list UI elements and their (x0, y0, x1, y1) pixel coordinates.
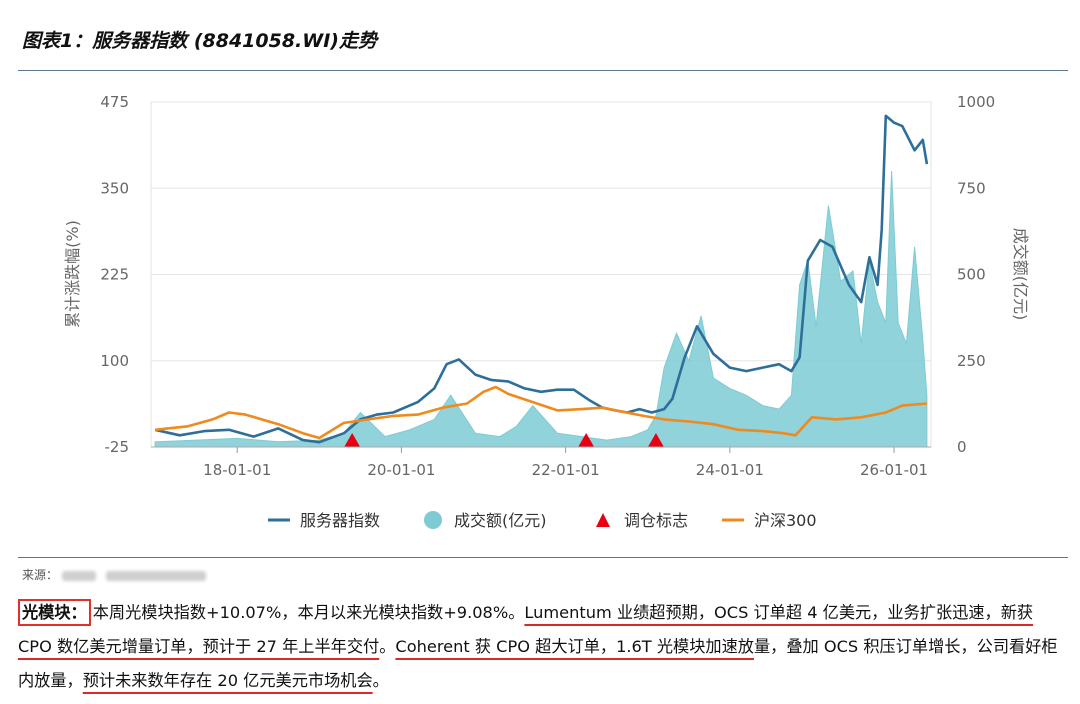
source-line: 来源： (22, 566, 207, 583)
line-layer (154, 114, 929, 444)
axis-layer: -25 100 225 350 475 0 250 500 750 1000 18-01-01 20-… (100, 93, 995, 479)
redacted-source-1 (62, 570, 97, 581)
y-tick-left-3: 350 (100, 179, 129, 197)
y-axis-left-label: 累计涨跌幅(%) (63, 220, 82, 328)
paragraph-seg5: 量，叠加 OCS 积压订单增长，公司看好柜内放量， (18, 637, 1058, 690)
paragraph-label: 光模块： (18, 599, 91, 626)
optical-module-paragraph: 光模块： 本周光模块指数+10.07%，本月以来光模块指数+9.08%。Lumen… (18, 596, 1066, 698)
x-tick-2: 22-01-01 (532, 461, 600, 479)
y-tick-left-0: -25 (105, 438, 130, 456)
y-tick-left-1: 100 (100, 352, 129, 370)
y-tick-left-2: 225 (100, 266, 129, 284)
top-divider (18, 70, 1068, 71)
y-tick-right-0: 0 (957, 438, 967, 456)
legend-swatch-2 (596, 513, 610, 527)
server-index-chart: -25 100 225 350 475 0 250 500 750 1000 18-01-01 20-… (63, 93, 1030, 530)
rebalance-marker-0 (344, 433, 361, 447)
y-tick-left-4: 475 (100, 93, 129, 111)
y-tick-right-2: 500 (957, 266, 986, 284)
x-tick-3: 24-01-01 (696, 461, 764, 479)
y-tick-right-3: 750 (957, 179, 986, 197)
legend-swatch-1 (424, 511, 442, 529)
series-hs300-line (154, 385, 928, 440)
legend-label-1: 成交额(亿元) (454, 511, 547, 530)
paragraph-seg1: 本周光模块指数+10.07%，本月以来光模块指数+9.08%。 (92, 603, 525, 622)
x-tick-0: 18-01-01 (203, 461, 271, 479)
y-tick-right-1: 250 (957, 352, 986, 370)
y-axis-right-label: 成交额(亿元) (1011, 228, 1030, 321)
legend: 服务器指数 成交额(亿元) 调仓标志 沪深300 (268, 511, 817, 530)
paragraph-seg4: Coherent 获 CPO 超大订单，1.6T 光模块加速放 (395, 637, 754, 656)
paragraph-seg6: 预计未来数年存在 20 亿元美元市场机会 (82, 671, 373, 690)
paragraph-seg3: 。 (379, 637, 396, 656)
x-tick-4: 26-01-01 (860, 461, 928, 479)
source-label: 来源： (22, 568, 59, 582)
y-tick-right-4: 1000 (957, 93, 995, 111)
figure-title: 图表1：服务器指数 (8841058.WI)走势 (22, 30, 377, 52)
bottom-divider (18, 557, 1068, 558)
paragraph-seg7: 。 (372, 671, 389, 690)
marker-layer (344, 433, 664, 447)
rebalance-marker-2 (647, 433, 664, 447)
paragraph-seg2: Lumentum 业绩超预期，OCS 订单超 4 亿美元，业务扩张迅速，新获 C… (18, 603, 1034, 656)
legend-label-2: 调仓标志 (624, 511, 688, 530)
legend-label-0: 服务器指数 (300, 511, 380, 530)
legend-label-3: 沪深300 (754, 511, 817, 530)
x-tick-1: 20-01-01 (367, 461, 435, 479)
rebalance-marker-1 (578, 433, 595, 447)
redacted-source-2 (106, 570, 207, 581)
